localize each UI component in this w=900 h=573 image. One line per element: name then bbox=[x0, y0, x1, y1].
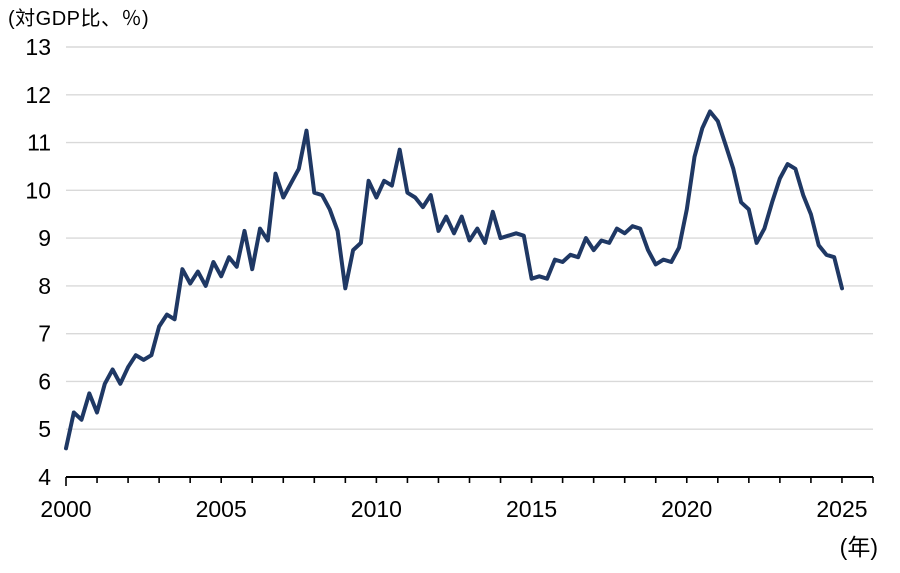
y-tick-label: 4 bbox=[38, 464, 51, 490]
chart-title: (対GDP比、％) bbox=[8, 8, 150, 30]
x-tick-label: 2025 bbox=[816, 496, 867, 522]
y-tick-label: 9 bbox=[38, 225, 51, 251]
x-tick-label: 2005 bbox=[196, 496, 247, 522]
x-tick-label: 2000 bbox=[40, 496, 91, 522]
data-line-series bbox=[64, 109, 844, 451]
x-tick-label: 2020 bbox=[661, 496, 712, 522]
x-tick-label: 2015 bbox=[506, 496, 557, 522]
y-tick-label: 5 bbox=[38, 416, 51, 442]
x-tick-label: 2010 bbox=[351, 496, 402, 522]
y-tick-label: 13 bbox=[25, 34, 51, 60]
y-tick-label: 10 bbox=[25, 177, 51, 203]
x-axis-unit-label: (年) bbox=[839, 534, 878, 560]
y-tick-label: 7 bbox=[38, 321, 51, 347]
y-tick-label: 11 bbox=[27, 130, 51, 156]
y-tick-label: 6 bbox=[38, 368, 51, 394]
y-tick-label: 12 bbox=[25, 82, 51, 108]
y-tick-label: 8 bbox=[38, 273, 51, 299]
